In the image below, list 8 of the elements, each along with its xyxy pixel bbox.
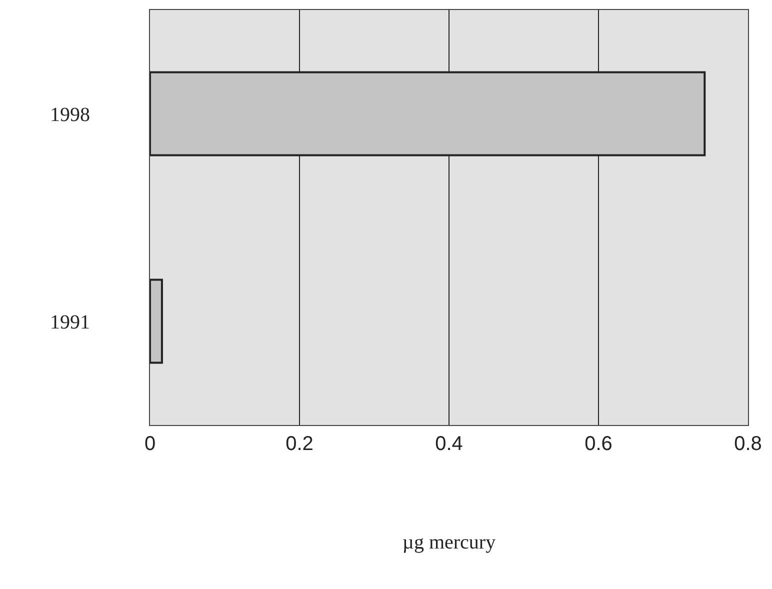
y-tick-label: 1991 xyxy=(50,311,90,334)
x-axis-title: µg mercury xyxy=(402,532,496,554)
y-tick-label: 1998 xyxy=(50,104,90,126)
x-tick-label: 0.4 xyxy=(435,433,463,455)
x-tick-label: 0.6 xyxy=(584,433,612,455)
x-tick-label: 0.2 xyxy=(286,433,314,455)
x-tick-label: 0 xyxy=(144,433,156,455)
x-tick-label: 0.8 xyxy=(734,433,762,455)
